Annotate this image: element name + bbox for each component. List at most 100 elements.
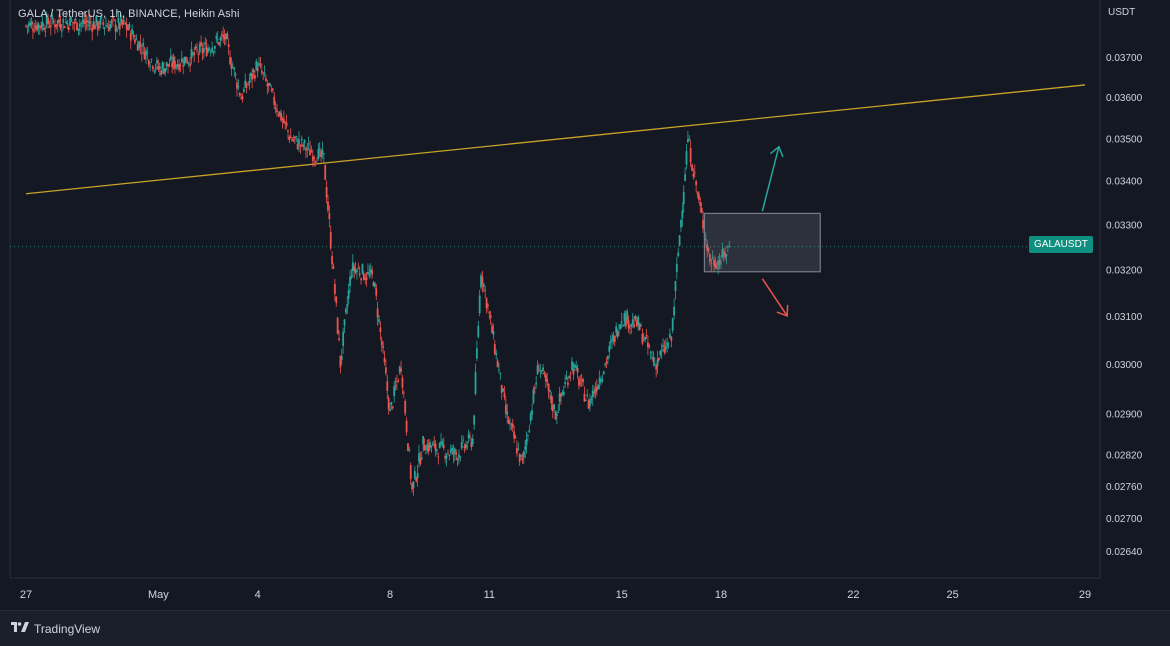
candle-body <box>117 17 120 23</box>
candle-body <box>678 235 681 246</box>
candle-body <box>41 21 44 26</box>
candle-body <box>717 260 720 266</box>
candle-body <box>240 98 243 100</box>
candle-body <box>609 342 612 344</box>
candle-body <box>623 313 626 322</box>
candle-body <box>437 456 440 458</box>
candle-body <box>204 42 207 45</box>
candle-body <box>608 346 611 352</box>
candle-body <box>103 27 106 29</box>
candle-body <box>499 372 502 374</box>
candle-body <box>397 380 400 382</box>
candle-body <box>430 445 433 447</box>
candle-body <box>586 394 589 397</box>
y-tick-label: 0.02820 <box>1106 450 1143 461</box>
candle-body <box>576 368 579 373</box>
candle-body <box>25 25 27 27</box>
candle-body <box>487 304 489 307</box>
candle-body <box>710 263 713 265</box>
candle-body <box>55 24 58 27</box>
candle-body <box>503 392 506 398</box>
candle-body <box>165 61 168 67</box>
candle-body <box>408 449 411 451</box>
candle-body <box>642 340 645 342</box>
candle-body <box>693 172 696 173</box>
candle-body <box>458 454 460 458</box>
candle-body <box>169 56 172 60</box>
x-tick-label: 8 <box>387 589 393 601</box>
candle-body <box>565 377 568 380</box>
candle-body <box>92 21 95 29</box>
candle-body <box>287 130 289 132</box>
candle-body <box>573 364 576 368</box>
candle-body <box>135 38 138 40</box>
candle-body <box>59 23 62 29</box>
candle-body <box>139 42 142 47</box>
candle-body <box>696 192 699 195</box>
candle-body <box>202 48 205 53</box>
candle-body <box>725 254 728 256</box>
candle-body <box>517 449 520 450</box>
candle-body <box>595 387 598 391</box>
candle-body <box>473 415 476 425</box>
candle-body <box>335 296 338 303</box>
x-tick-label: 27 <box>20 589 32 601</box>
candle-body <box>38 25 41 27</box>
candle-body <box>640 325 642 326</box>
candle-body <box>509 422 511 424</box>
candle-body <box>252 69 255 73</box>
price-chart[interactable]: 0.03700 0.03600 0.03500 0.03400 0.03300 0.032… <box>0 0 1170 610</box>
candle-body <box>561 392 564 394</box>
candle-body <box>118 23 121 30</box>
candle-body <box>346 303 349 308</box>
candle-body <box>379 327 382 332</box>
candle-body <box>85 20 88 23</box>
candle-body <box>171 62 174 68</box>
candle-body <box>306 148 309 150</box>
candle-body <box>550 395 553 404</box>
candle-body <box>682 192 685 205</box>
candle-body <box>339 355 342 368</box>
candle-body <box>553 404 556 410</box>
candle-body <box>318 148 321 150</box>
candle-body <box>587 400 590 409</box>
candle-body <box>455 452 458 455</box>
candle-body <box>236 82 238 89</box>
candle-body <box>709 254 711 262</box>
tradingview-brand[interactable]: TradingView <box>10 621 100 636</box>
candle-body <box>554 412 557 420</box>
candle-body <box>572 369 575 375</box>
candle-body <box>386 381 389 391</box>
candle-body <box>67 27 70 31</box>
candle-body <box>324 165 327 180</box>
resistance-trendline <box>25 84 1086 195</box>
candle-body <box>365 277 368 281</box>
candle-body <box>529 413 532 421</box>
candle-body <box>426 443 429 451</box>
candle-body <box>114 24 117 32</box>
candle-body <box>48 27 51 28</box>
candle-body <box>110 20 113 23</box>
candle-body <box>525 439 528 446</box>
candle-body <box>60 30 63 32</box>
candle-body <box>65 21 67 23</box>
candle-body <box>684 174 687 181</box>
candle-body <box>637 316 640 325</box>
candle-body <box>675 264 678 273</box>
x-tick-label: 25 <box>947 589 959 601</box>
candle-body <box>633 324 635 328</box>
y-tick-label: 0.02640 <box>1106 547 1143 558</box>
candle-body <box>362 273 365 280</box>
candle-body <box>674 281 677 292</box>
candle-body <box>686 139 689 143</box>
candle-body <box>662 345 664 347</box>
candle-body <box>255 61 258 70</box>
candle-body <box>442 445 445 448</box>
candle-body <box>600 379 602 382</box>
candle-body <box>681 210 684 218</box>
candle-body <box>271 88 274 91</box>
chart-area[interactable]: 0.03700 0.03600 0.03500 0.03400 0.03300 0.032… <box>0 0 1170 610</box>
candle-body <box>198 44 201 53</box>
candle-body <box>91 28 94 32</box>
candle-body <box>36 25 38 31</box>
